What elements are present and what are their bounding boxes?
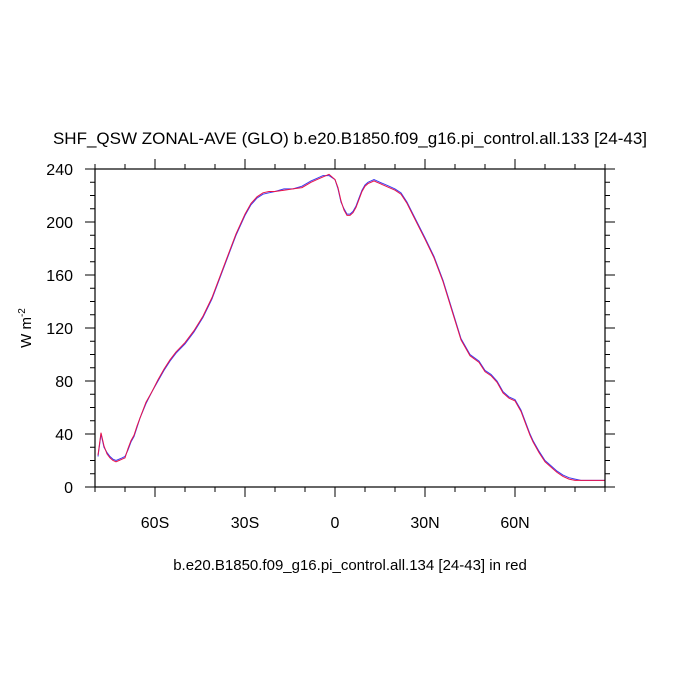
y-tick-label: 160 (46, 268, 73, 285)
x-tick-labels: 60S 30S 0 30N 60N (141, 515, 530, 532)
x-tick-label: 60S (141, 515, 169, 532)
plot-frame (94, 168, 606, 488)
y-tick-labels: 0 40 80 120 160 200 240 (46, 162, 73, 497)
y-axis-label-superscript: -2 (17, 308, 28, 317)
y-tick-label: 200 (46, 215, 73, 232)
x-tick-label: 30N (410, 515, 439, 532)
chart-caption: b.e20.B1850.f09_g16.pi_control.all.134 [… (173, 557, 527, 574)
y-tick-label: 40 (55, 427, 73, 444)
y-axis-label: W m-2 (17, 308, 35, 348)
series-line-2 (97, 173, 605, 481)
y-tick-label: 80 (55, 374, 73, 391)
x-tick-label: 0 (331, 515, 340, 532)
x-tick-label: 60N (500, 515, 529, 532)
axis-ticks (85, 159, 615, 497)
y-axis-label-text: W m (18, 317, 35, 348)
x-tick-label: 30S (231, 515, 259, 532)
y-tick-label: 120 (46, 321, 73, 338)
series-lines (97, 173, 605, 481)
chart-title: SHF_QSW ZONAL-AVE (GLO) b.e20.B1850.f09_… (53, 129, 647, 148)
y-tick-label: 240 (46, 162, 73, 179)
y-tick-label: 0 (64, 480, 73, 497)
series-line-1 (97, 175, 605, 481)
